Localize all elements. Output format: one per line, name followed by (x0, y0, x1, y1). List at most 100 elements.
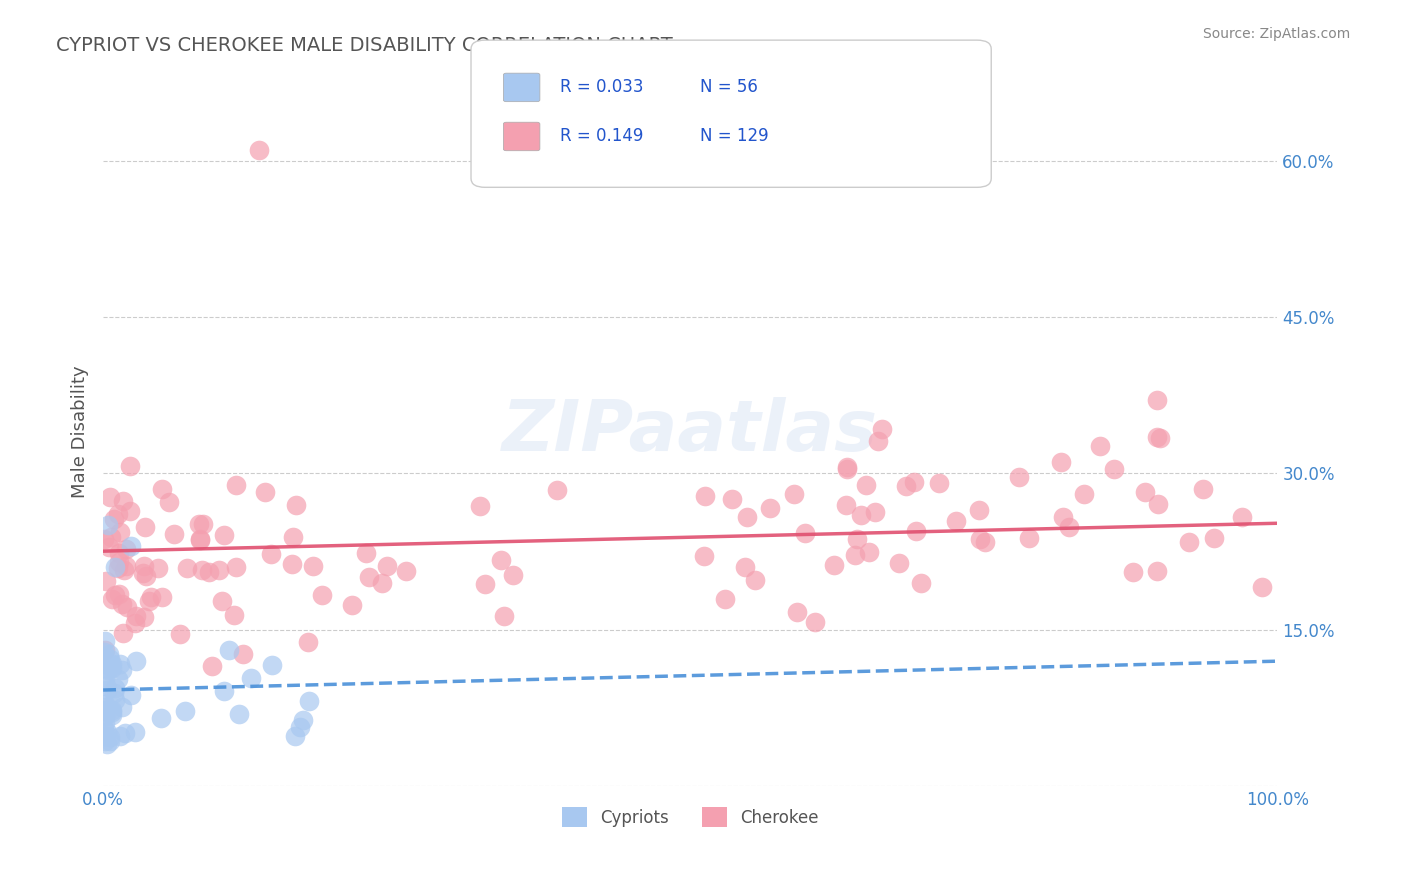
Point (188, 533, 211, 548)
Point (100, 707, 122, 722)
Point (111, 700, 134, 714)
Point (96, 737, 118, 751)
Point (214, 684, 236, 698)
Point (93, 532, 115, 546)
Point (240, 671, 263, 685)
Point (297, 635, 319, 649)
Point (370, 576, 392, 591)
Point (134, 610, 156, 624)
Point (262, 658, 284, 673)
Point (108, 730, 131, 744)
Point (1133, 485, 1156, 500)
Point (969, 502, 991, 516)
Point (356, 546, 378, 560)
Point (225, 477, 247, 491)
Point (301, 558, 323, 573)
Point (94, 657, 117, 671)
Point (1122, 565, 1144, 579)
Point (96, 661, 118, 675)
Point (125, 654, 148, 668)
Point (198, 565, 221, 579)
Point (98, 540, 121, 554)
Text: N = 56: N = 56 (700, 78, 758, 96)
Point (139, 591, 162, 605)
Point (693, 489, 716, 503)
Point (693, 549, 716, 563)
Point (101, 661, 124, 675)
Point (974, 535, 997, 549)
Point (111, 663, 134, 677)
Point (284, 729, 307, 743)
Point (93, 723, 115, 737)
Point (111, 597, 134, 611)
Point (211, 593, 233, 607)
Point (225, 559, 247, 574)
Point (107, 672, 129, 686)
Point (1178, 535, 1201, 549)
Point (108, 546, 131, 560)
Point (100, 657, 122, 672)
Point (111, 493, 134, 508)
Point (94, 643, 117, 657)
Point (108, 555, 131, 569)
Point (721, 492, 744, 507)
Point (844, 548, 866, 562)
Point (835, 459, 858, 474)
Point (93, 709, 115, 723)
Point (131, 566, 153, 581)
Point (253, 484, 276, 499)
Point (232, 648, 254, 662)
Point (124, 615, 146, 630)
Text: N = 129: N = 129 (700, 128, 769, 145)
Point (1146, 564, 1168, 578)
Point (849, 508, 872, 522)
Point (218, 642, 240, 657)
Point (120, 688, 142, 702)
Point (107, 561, 129, 575)
Point (903, 475, 925, 489)
Point (94, 716, 117, 731)
Point (135, 569, 157, 583)
Point (969, 532, 991, 546)
Point (191, 563, 214, 577)
Point (744, 574, 766, 588)
Point (188, 532, 211, 546)
Point (150, 590, 173, 604)
Point (187, 517, 209, 532)
Point (94, 703, 117, 717)
Point (714, 592, 737, 607)
Point (103, 512, 125, 526)
Point (928, 476, 950, 491)
Point (1147, 497, 1170, 511)
Point (115, 559, 138, 574)
Point (96, 682, 118, 697)
Point (281, 557, 304, 571)
Point (97, 647, 120, 661)
Point (150, 711, 173, 725)
Point (104, 560, 127, 574)
Point (546, 483, 568, 498)
Point (1052, 510, 1074, 524)
Point (846, 533, 869, 547)
Point (163, 527, 186, 541)
Point (101, 591, 124, 606)
Point (94, 634, 117, 648)
Point (138, 594, 160, 608)
Point (118, 503, 141, 517)
Point (132, 559, 155, 574)
Point (169, 627, 191, 641)
Point (1050, 455, 1073, 469)
Point (783, 487, 806, 501)
Point (96, 699, 118, 714)
Point (112, 563, 135, 577)
Point (1104, 462, 1126, 476)
Legend: Cypriots, Cherokee: Cypriots, Cherokee (555, 800, 825, 834)
Point (208, 563, 231, 577)
Point (375, 558, 398, 573)
Point (855, 477, 877, 491)
Point (108, 587, 131, 601)
Point (1250, 580, 1272, 594)
Point (737, 509, 759, 524)
Point (114, 541, 136, 556)
Point (148, 561, 170, 575)
